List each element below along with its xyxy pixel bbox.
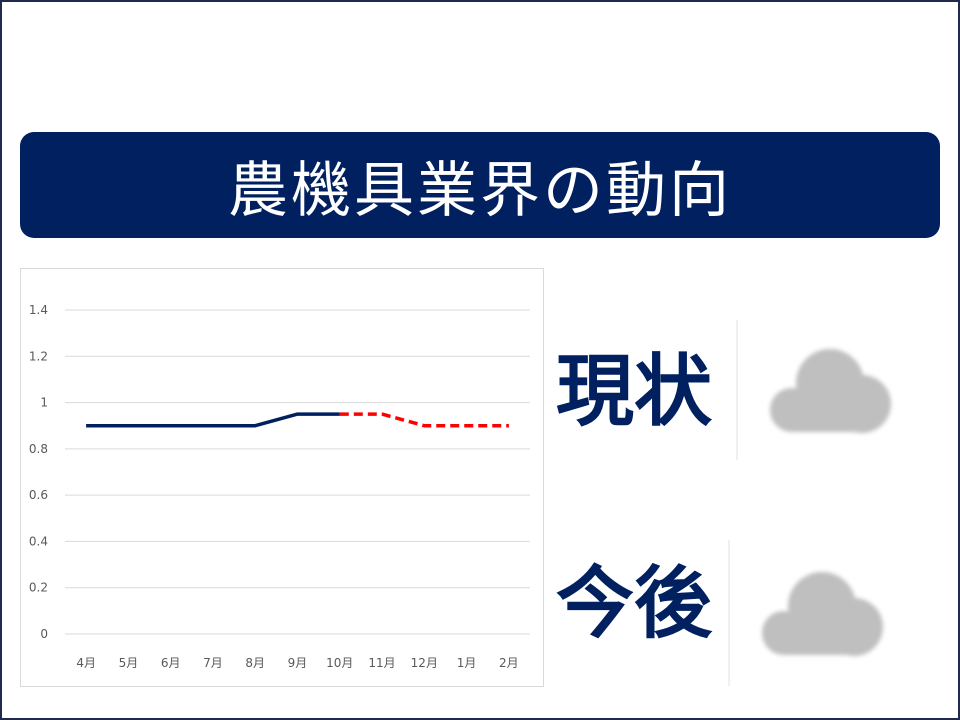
x-tick-label: 7月 (203, 656, 223, 670)
x-tick-label: 8月 (245, 656, 265, 670)
divider (728, 540, 730, 686)
x-tick-label: 6月 (161, 656, 181, 670)
y-tick-label: 0.2 (29, 581, 48, 595)
cloud-shape (770, 349, 891, 433)
y-tick-label: 1.2 (29, 349, 48, 363)
status-current-label: 現状 (556, 347, 713, 437)
x-tick-label: 4月 (76, 656, 96, 670)
line-chart: 0 0.2 0.4 0.6 0.8 1 1.2 1.4 4月 5月 6月 7月 8月 9月 10月 11月 12… (20, 268, 544, 687)
series-line-2 (339, 412, 509, 428)
cloud-icon (753, 562, 893, 666)
x-tick-label: 11月 (368, 656, 395, 670)
cloud-shape (762, 572, 883, 656)
title-banner: 農機具業界の動向 (20, 132, 940, 238)
cloud-icon (761, 339, 901, 443)
x-tick-label: 2月 (499, 656, 519, 670)
x-tick-label: 9月 (288, 656, 308, 670)
status-outlook-label: 今後 (556, 559, 713, 649)
divider (736, 320, 738, 460)
y-tick-label: 0.8 (29, 442, 48, 456)
y-tick-label: 0.6 (29, 488, 48, 502)
x-tick-label: 12月 (411, 656, 438, 670)
x-tick-label: 10月 (326, 656, 353, 670)
slide-title: 農機具業界の動向 (228, 155, 732, 226)
chart-plot: 0 0.2 0.4 0.6 0.8 1 1.2 1.4 4月 5月 6月 7月 8月 9月 10月 11月 12… (29, 303, 530, 670)
y-tick-label: 0 (40, 627, 48, 641)
y-tick-label: 1.4 (29, 303, 48, 317)
x-tick-label: 5月 (119, 656, 139, 670)
y-tick-label: 1 (40, 396, 48, 410)
y-tick-label: 0.4 (29, 534, 48, 548)
x-tick-label: 1月 (457, 656, 477, 670)
series-line-1 (86, 412, 340, 428)
